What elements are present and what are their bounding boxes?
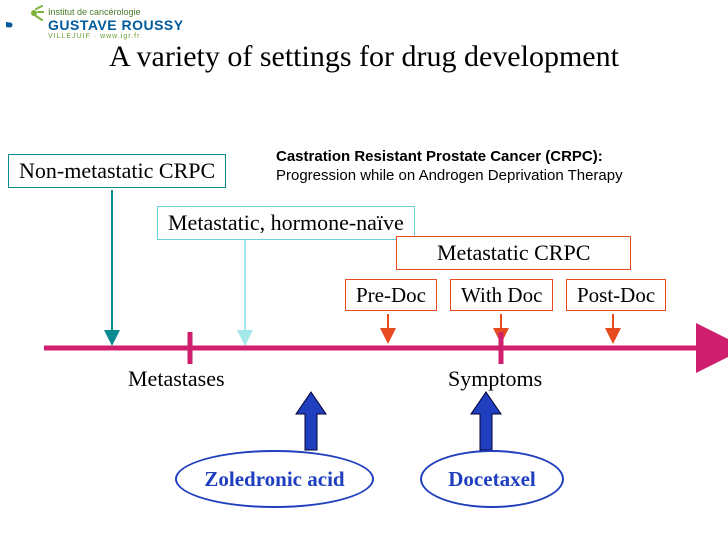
state-arrows: [0, 0, 728, 546]
ellipse-zoledronic: Zoledronic acid: [175, 450, 374, 508]
up-arrow-zoledronic: [296, 392, 326, 450]
slide: Institut de cancérologie GUSTAVE ROUSSY …: [0, 0, 728, 546]
tick-label-metastases: Metastases: [128, 366, 225, 392]
ellipse-docetaxel: Docetaxel: [420, 450, 564, 508]
up-arrow-docetaxel: [471, 392, 501, 450]
tick-label-symptoms: Symptoms: [448, 366, 542, 392]
